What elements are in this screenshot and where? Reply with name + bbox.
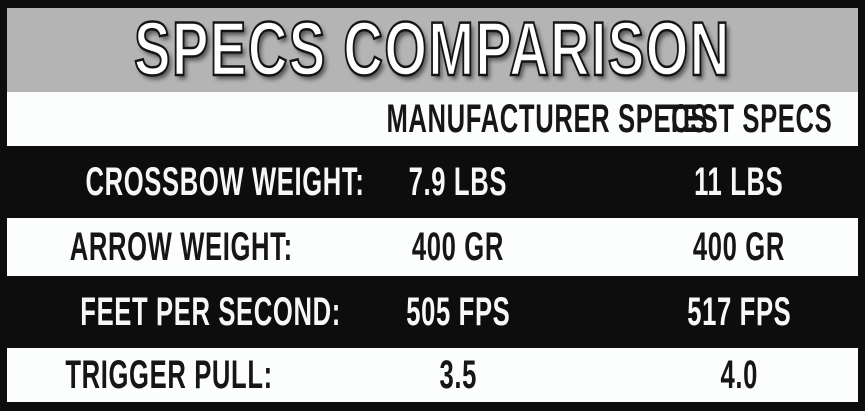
test-value: 400 GR [692,225,785,269]
manufacturer-value: 7.9 LBS [408,160,508,204]
test-value-cell: 4.0 [620,355,858,395]
row-label: TRIGGER PULL: [65,353,273,397]
title-band: SPECS COMPARISON [7,8,858,92]
table-row-feet-per-second: FEET PER SECOND: 505 FPS 517 FPS [7,276,858,348]
row-label: ARROW WEIGHT: [69,225,293,269]
manufacturer-value-cell: 7.9 LBS [296,162,619,202]
test-value: 11 LBS [694,160,784,204]
row-label-cell: CROSSBOW WEIGHT: [7,162,363,202]
test-value-cell: 517 FPS [620,292,858,332]
row-label-cell: FEET PER SECOND: [7,292,340,332]
test-value: 517 FPS [686,290,791,334]
test-value-cell: 400 GR [620,227,858,267]
table-header-row: MANUFACTURER SPECS TEST SPECS [7,92,858,146]
table-row-trigger-pull: TRIGGER PULL: 3.5 4.0 [7,348,858,402]
manufacturer-value: 505 FPS [405,290,511,334]
page-title: SPECS COMPARISON [133,8,731,92]
table-row-arrow-weight: ARROW WEIGHT: 400 GR 400 GR [7,218,858,276]
table-row-crossbow-weight: CROSSBOW WEIGHT: 7.9 LBS 11 LBS [7,146,858,218]
manufacturer-value: 400 GR [411,225,505,269]
test-value-cell: 11 LBS [620,162,858,202]
row-label-cell: ARROW WEIGHT: [7,227,296,267]
header-cell-manufacturer-specs: MANUFACTURER SPECS [296,99,708,139]
row-label: CROSSBOW WEIGHT: [85,160,365,204]
column-header-label: TEST SPECS [666,97,833,141]
manufacturer-value-cell: 3.5 [296,355,619,395]
manufacturer-value-cell: 400 GR [296,227,619,267]
manufacturer-value: 3.5 [439,353,477,397]
row-label-cell: TRIGGER PULL: [7,355,296,395]
row-label: FEET PER SECOND: [80,290,341,334]
manufacturer-value-cell: 505 FPS [296,292,619,332]
header-cell-test-specs: TEST SPECS [620,99,858,139]
test-value: 4.0 [720,353,758,397]
column-header-label: MANUFACTURER SPECS [386,97,709,141]
